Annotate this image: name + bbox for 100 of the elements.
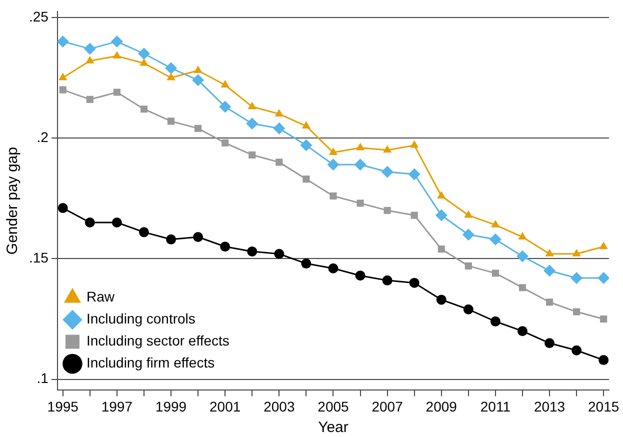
point bbox=[86, 96, 94, 103]
point bbox=[598, 355, 609, 366]
point bbox=[356, 200, 364, 207]
point bbox=[222, 139, 229, 146]
legend-label: Raw bbox=[86, 288, 116, 305]
x-axis-title: Year bbox=[318, 419, 348, 436]
point bbox=[354, 158, 366, 171]
y-tick-label: .25 bbox=[28, 8, 49, 24]
point bbox=[408, 168, 420, 180]
point bbox=[600, 315, 608, 323]
legend-label: Including controls bbox=[86, 310, 196, 327]
point bbox=[381, 166, 394, 178]
point bbox=[489, 233, 502, 246]
x-tick-label: 2005 bbox=[318, 398, 350, 414]
point bbox=[544, 338, 555, 348]
legend-label: Including sector effects bbox=[86, 332, 230, 349]
point bbox=[327, 158, 340, 171]
point bbox=[462, 228, 474, 241]
point bbox=[274, 108, 284, 116]
point bbox=[598, 272, 609, 284]
point bbox=[194, 66, 202, 74]
point bbox=[140, 106, 148, 113]
y-tick-label: .1 bbox=[36, 370, 49, 386]
x-tick-label: 1997 bbox=[101, 398, 133, 414]
point bbox=[544, 264, 556, 277]
point bbox=[518, 284, 526, 292]
point bbox=[410, 212, 418, 219]
point bbox=[437, 190, 446, 198]
y-tick-label: .2 bbox=[36, 128, 49, 145]
point bbox=[84, 218, 95, 228]
point bbox=[86, 56, 94, 64]
point bbox=[328, 263, 338, 274]
point bbox=[274, 248, 284, 259]
point bbox=[517, 326, 528, 336]
point bbox=[59, 86, 66, 94]
point bbox=[219, 100, 232, 113]
point bbox=[546, 298, 554, 306]
point bbox=[138, 227, 149, 238]
point bbox=[300, 139, 312, 152]
x-tick-label: 2003 bbox=[264, 398, 295, 414]
point bbox=[572, 345, 582, 356]
point bbox=[58, 203, 68, 214]
point bbox=[276, 158, 283, 166]
point bbox=[355, 270, 366, 281]
point bbox=[302, 176, 310, 183]
point bbox=[246, 118, 258, 130]
point bbox=[302, 121, 311, 129]
point bbox=[112, 51, 122, 59]
point bbox=[220, 242, 230, 252]
point bbox=[438, 246, 445, 253]
point bbox=[572, 248, 581, 256]
point bbox=[463, 304, 474, 314]
point bbox=[138, 48, 150, 60]
point bbox=[490, 316, 500, 326]
point bbox=[435, 209, 448, 222]
x-tick-label: 2009 bbox=[426, 398, 458, 414]
point bbox=[599, 242, 608, 250]
point bbox=[110, 36, 123, 48]
x-tick-label: 2011 bbox=[480, 398, 511, 414]
point bbox=[193, 232, 204, 242]
point bbox=[330, 192, 337, 200]
x-tick-label: 2013 bbox=[534, 398, 566, 414]
point bbox=[491, 220, 500, 228]
point bbox=[248, 151, 256, 158]
point bbox=[570, 272, 583, 284]
point bbox=[113, 88, 120, 96]
point bbox=[192, 74, 204, 86]
point bbox=[518, 232, 527, 240]
point bbox=[166, 72, 176, 80]
x-tick-label: 1995 bbox=[47, 398, 79, 414]
point bbox=[384, 206, 391, 214]
point bbox=[220, 80, 230, 88]
point bbox=[464, 262, 472, 270]
point bbox=[409, 278, 420, 288]
point bbox=[248, 102, 256, 110]
point bbox=[356, 142, 365, 150]
point bbox=[166, 234, 176, 244]
x-tick-label: 2007 bbox=[372, 398, 404, 414]
point bbox=[410, 140, 419, 148]
point bbox=[492, 270, 499, 277]
x-tick-label: 1999 bbox=[155, 398, 187, 414]
point bbox=[382, 275, 392, 286]
point bbox=[57, 36, 69, 48]
point bbox=[545, 248, 554, 256]
point bbox=[58, 72, 68, 80]
point bbox=[301, 258, 312, 269]
point bbox=[194, 124, 202, 132]
point bbox=[84, 42, 96, 55]
point bbox=[165, 62, 178, 74]
point bbox=[328, 148, 338, 156]
y-axis-title: Gender pay gap bbox=[4, 147, 22, 255]
x-tick-label: 2015 bbox=[588, 398, 620, 414]
x-tick-label: 2001 bbox=[210, 398, 241, 414]
point bbox=[382, 145, 392, 153]
point bbox=[516, 250, 528, 262]
legend-label: Including firm effects bbox=[86, 354, 215, 371]
point bbox=[140, 58, 148, 66]
point bbox=[112, 218, 122, 228]
point bbox=[436, 294, 446, 305]
y-tick-label: .15 bbox=[28, 250, 49, 266]
